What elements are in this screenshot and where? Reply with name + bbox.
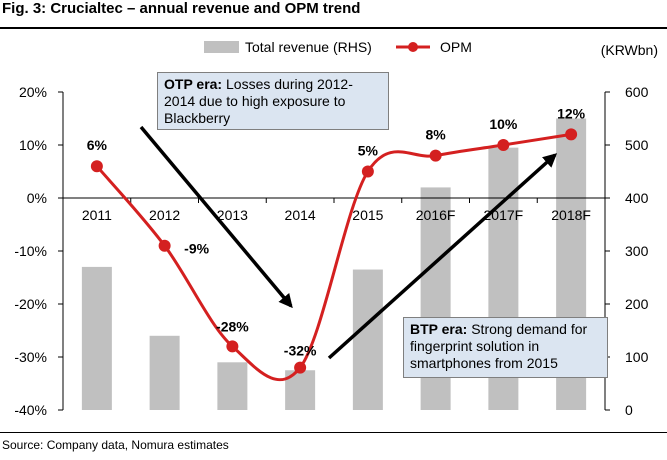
legend: Total revenue (RHS) OPM bbox=[204, 39, 472, 55]
legend-opm-label: OPM bbox=[440, 39, 472, 55]
opm-line bbox=[95, 132, 572, 382]
btp-arrow bbox=[327, 153, 558, 360]
otp-annotation-heading: OTP era: bbox=[164, 76, 223, 92]
category-label: 2016F bbox=[416, 207, 456, 223]
opm-label-2013: -28% bbox=[216, 318, 249, 334]
left-tick-label: -20% bbox=[14, 296, 47, 312]
opm-point-2011 bbox=[90, 160, 103, 173]
opm-point-2017f bbox=[497, 139, 510, 151]
category-label: 2014 bbox=[285, 207, 316, 223]
opm-series: 6% -9% -28% -32% 5% 8% 10% 12% bbox=[87, 105, 586, 382]
opm-point-2015 bbox=[361, 165, 374, 178]
bottom-rule bbox=[0, 432, 667, 433]
left-tick-label: 0% bbox=[27, 190, 47, 206]
left-tick-label: 20% bbox=[19, 84, 47, 100]
right-tick-label: 400 bbox=[625, 190, 649, 206]
right-tick-label: 600 bbox=[625, 84, 649, 100]
right-tick-label: 200 bbox=[625, 296, 649, 312]
opm-point-2012 bbox=[158, 239, 171, 252]
left-tick-label: -30% bbox=[14, 349, 47, 365]
revenue-bar-2013 bbox=[217, 362, 248, 410]
right-tick-label: 500 bbox=[625, 137, 649, 153]
opm-label-2012: -9% bbox=[184, 241, 209, 257]
revenue-bar-2015 bbox=[352, 269, 383, 410]
otp-arrow bbox=[139, 125, 293, 309]
legend-revenue-label: Total revenue (RHS) bbox=[245, 39, 372, 55]
opm-point-2013 bbox=[226, 340, 239, 353]
category-label: 2015 bbox=[352, 207, 383, 223]
category-label: 2013 bbox=[217, 207, 248, 223]
opm-label-2018f: 12% bbox=[557, 105, 586, 121]
revenue-bar-2012 bbox=[149, 335, 180, 410]
axes: 20% 10% 0% -10% -20% -30% -40% 600 500 400 300 200 1… bbox=[14, 42, 658, 418]
opm-point-2014 bbox=[294, 361, 307, 374]
right-tick-label: 300 bbox=[625, 243, 649, 259]
left-tick-label: -10% bbox=[14, 243, 47, 259]
opm-label-2014: -32% bbox=[284, 343, 317, 359]
left-tick-label: -40% bbox=[14, 402, 47, 418]
right-tick-label: 100 bbox=[625, 349, 649, 365]
arrows bbox=[139, 125, 558, 360]
legend-revenue-swatch bbox=[204, 41, 239, 53]
opm-point-2018f bbox=[565, 128, 578, 141]
category-label: 2012 bbox=[149, 207, 180, 223]
otp-annotation-text: Losses during 2012-2014 due to high expo… bbox=[164, 76, 353, 126]
category-label: 2018F bbox=[551, 207, 591, 223]
opm-label-2015: 5% bbox=[358, 143, 379, 159]
opm-label-2011: 6% bbox=[87, 137, 108, 153]
btp-annotation: BTP era: Strong demand for fingerprint s… bbox=[403, 317, 608, 378]
btp-annotation-heading: BTP era: bbox=[410, 321, 468, 337]
figure-title: Fig. 3: Crucialtec – annual revenue and … bbox=[2, 0, 361, 17]
category-label: 2011 bbox=[82, 207, 112, 223]
otp-annotation: OTP era: Losses during 2012-2014 due to … bbox=[157, 72, 389, 130]
title-rule bbox=[0, 27, 667, 29]
legend-opm-marker bbox=[408, 42, 418, 52]
source-note: Source: Company data, Nomura estimates bbox=[2, 438, 229, 452]
right-axis-unit: (KRWbn) bbox=[601, 42, 658, 58]
opm-point-2016f bbox=[429, 149, 442, 162]
opm-label-2016f: 8% bbox=[426, 127, 447, 143]
btp-annotation-text: Strong demand for fingerprint solution i… bbox=[410, 321, 588, 371]
left-tick-label: 10% bbox=[19, 137, 47, 153]
opm-label-2017f: 10% bbox=[489, 116, 518, 132]
revenue-bar-2011 bbox=[81, 266, 112, 410]
right-tick-label: 0 bbox=[625, 402, 633, 418]
